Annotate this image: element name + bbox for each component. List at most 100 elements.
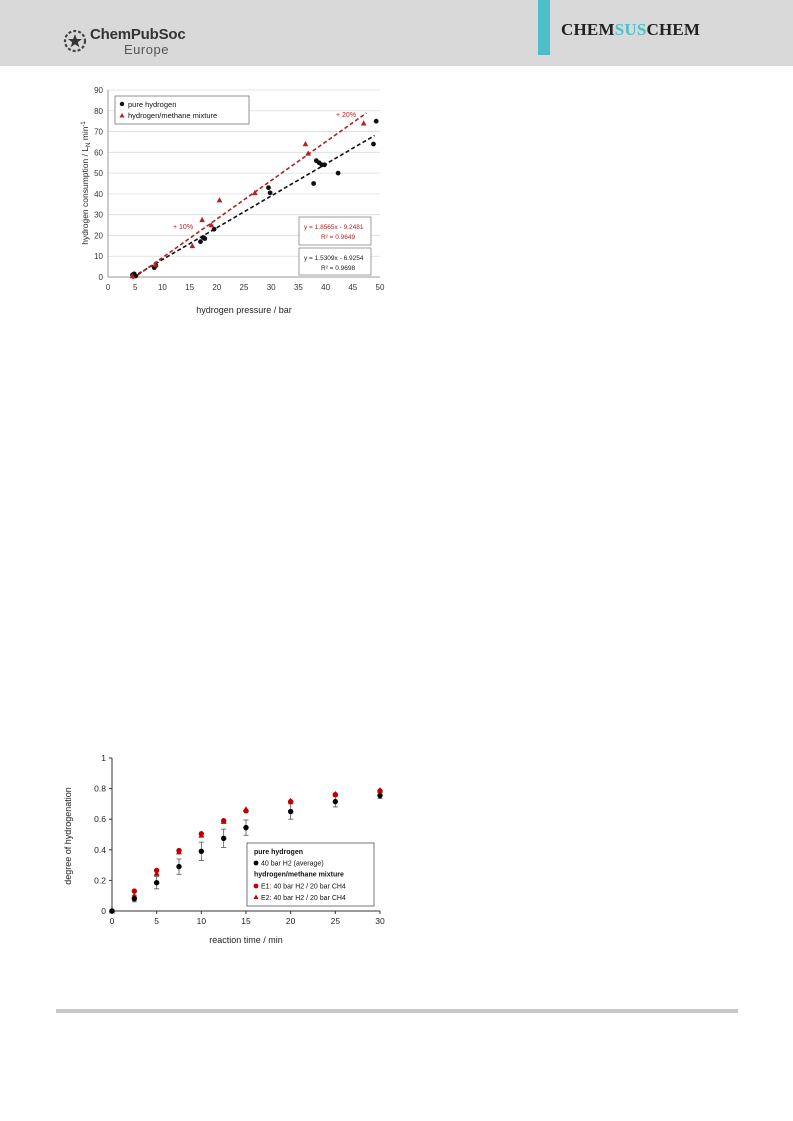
mixture-point <box>189 242 196 249</box>
stars-ring-icon <box>63 29 87 53</box>
e1-point <box>176 847 182 854</box>
chart1-y-tick-label: 20 <box>94 231 103 240</box>
chart2-x-axis-label: reaction time / min <box>209 935 283 945</box>
chart1-y-tick-label: 50 <box>94 169 103 178</box>
mixture-point <box>360 120 367 126</box>
chart1-x-tick-labels: 0 5 10 15 20 25 30 35 40 45 50 <box>106 283 385 292</box>
chart2-axes <box>109 757 381 914</box>
e1-point <box>131 888 138 894</box>
chart2-x-tick-labels: 0 5 10 15 20 25 30 <box>110 916 385 926</box>
legend-e1-marker <box>253 883 259 889</box>
chart1-equation-box-red: y = 1.8565x - 9.2481 R² = 0.9649 <box>298 216 372 246</box>
chart2-x-tick-label: 5 <box>154 916 159 926</box>
chart1-x-tick-label: 10 <box>158 283 167 292</box>
publisher-logo[interactable]: ChemPubSoc Europe <box>60 24 210 60</box>
chart1-x-tick-label: 50 <box>376 283 385 292</box>
legend-group-mixture: hydrogen/methane mixture <box>254 872 344 879</box>
pure-hydrogen-point <box>322 162 327 168</box>
legend-pure-hydrogen-label: pure hydrogen <box>128 100 176 109</box>
avg-point <box>109 908 115 914</box>
avg-point <box>377 792 383 799</box>
journal-title-part2: SUS <box>614 20 647 39</box>
chart2-y-tick-label: 0.6 <box>94 814 106 824</box>
chart1-axes <box>107 90 380 278</box>
avg-point <box>243 824 249 831</box>
legend-mixture-label: hydrogen/methane mixture <box>128 111 217 120</box>
avg-point <box>198 848 205 855</box>
chart2-y-tick-labels: 0 0.2 0.4 0.6 0.8 1 <box>94 753 106 916</box>
pure-hydrogen-point <box>373 118 379 124</box>
avg-point <box>220 835 227 842</box>
e1-point <box>153 867 160 874</box>
pure-hydrogen-point <box>371 141 376 147</box>
chart2-y-tick-label: 0.4 <box>94 845 106 855</box>
chart1-y-axis-label-main: hydrogen consumption / L <box>80 147 90 245</box>
pure-hydrogen-point <box>311 181 317 186</box>
chart1-points <box>129 118 379 279</box>
chart1-annotation-10: + 10% <box>173 224 193 231</box>
legend-avg-marker <box>253 860 259 866</box>
e1-point <box>377 788 383 794</box>
avg-point <box>153 879 160 886</box>
avg-point <box>287 808 294 815</box>
chart2-x-tick-label: 20 <box>286 916 296 926</box>
chart1-y-tick-label: 40 <box>94 190 103 199</box>
chart1-x-tick-label: 45 <box>348 283 357 292</box>
pure-hydrogen-point <box>198 239 203 245</box>
journal-title-part3: CHEM <box>646 20 701 39</box>
chart1-x-axis-label: hydrogen pressure / bar <box>196 305 292 315</box>
chart1-y-tick-label: 90 <box>94 86 103 95</box>
chart1-y-axis-label-sup: -1 <box>81 121 87 127</box>
publisher-name: ChemPubSoc <box>90 26 186 43</box>
mixture-point <box>305 150 312 156</box>
chart2-y-tick-label: 1 <box>101 753 106 763</box>
chart1-equation-box-black: y = 1.5309x - 6.9254 R² = 0.9698 <box>298 247 372 276</box>
chart1-x-tick-label: 25 <box>240 283 249 292</box>
chart2-points <box>109 787 383 914</box>
chart1-y-tick-label: 10 <box>94 252 103 261</box>
chart1-fit-lines <box>132 112 375 280</box>
consumption-vs-pressure-chart: 0 10 20 30 40 50 60 70 80 90 0 5 10 15 20 25 30 35 40 45 50… <box>80 86 385 315</box>
mixture-fit-line <box>132 112 367 280</box>
chart2-legend: pure hydrogen 40 bar H2 (average) hydrog… <box>246 842 375 907</box>
chart1-annotation-20: + 20% <box>336 112 356 119</box>
e1-point <box>243 808 249 814</box>
publisher-region: Europe <box>124 42 169 57</box>
chart1-x-tick-label: 30 <box>267 283 276 292</box>
mixture-point <box>216 197 223 203</box>
pure-hydrogen-point <box>211 226 217 232</box>
chart1-x-tick-label: 20 <box>212 283 221 292</box>
chart2-x-tick-label: 30 <box>375 916 385 926</box>
chart2-x-tick-label: 0 <box>110 916 115 926</box>
mixture-point <box>302 141 309 147</box>
mixture-point <box>129 272 136 279</box>
chart1-x-tick-label: 5 <box>133 283 138 292</box>
chart1-eq-red: y = 1.8565x - 9.2481 <box>304 224 364 231</box>
chart2-x-tick-label: 15 <box>241 916 251 926</box>
legend-e2-marker <box>253 894 259 899</box>
mixture-point <box>152 261 159 267</box>
legend-e2-label: E2: 40 bar H2 / 20 bar CH4 <box>261 895 346 902</box>
journal-title[interactable]: CHEMSUSCHEM <box>561 20 700 40</box>
legend-mixture-marker <box>119 113 125 118</box>
e1-point <box>287 798 294 805</box>
chart2-y-tick-label: 0 <box>101 906 106 916</box>
legend-group-pure-hydrogen: pure hydrogen <box>254 849 303 856</box>
chart2-x-tick-label: 10 <box>197 916 207 926</box>
chart2-y-tick-label: 0.2 <box>94 875 106 885</box>
chart1-legend: pure hydrogen hydrogen/methane mixture <box>114 95 250 125</box>
pure-hydrogen-fit-line <box>132 134 375 278</box>
e1-point <box>198 831 205 837</box>
chart2-y-axis-label: degree of hydrogenation <box>63 787 73 885</box>
journal-accent-bar <box>538 0 550 55</box>
chart1-y-tick-labels: 0 10 20 30 40 50 60 70 80 90 <box>94 86 103 282</box>
page-header: ChemPubSoc Europe CHEMSUSCHEM <box>0 0 793 66</box>
pure-hydrogen-point <box>335 170 341 176</box>
pure-hydrogen-point <box>266 185 271 191</box>
mixture-point <box>252 189 258 196</box>
journal-title-part1: CHEM <box>561 20 615 39</box>
footer-divider <box>56 1009 738 1013</box>
pure-hydrogen-point <box>267 190 273 196</box>
chart1-y-tick-label: 80 <box>94 107 103 116</box>
chart1-y-tick-label: 0 <box>99 273 104 282</box>
